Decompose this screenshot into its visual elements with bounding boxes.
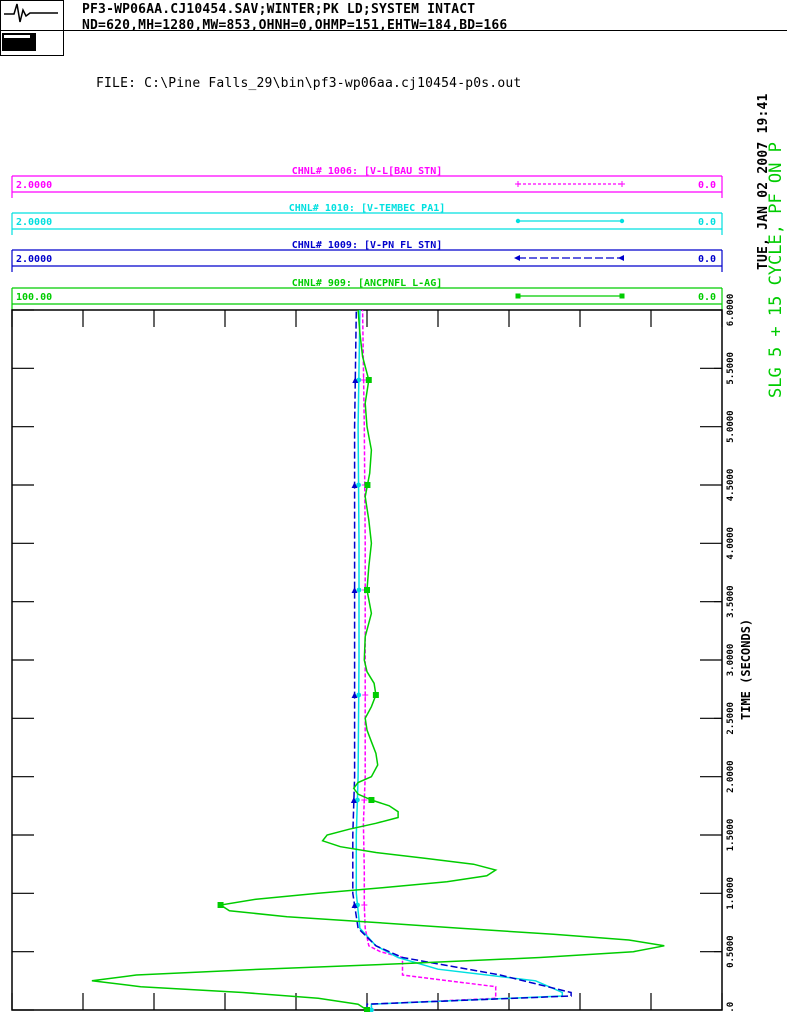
legend-scale-value: 2.0000 bbox=[16, 217, 52, 228]
time-tick-label: 4.0000 bbox=[726, 527, 736, 560]
data-point bbox=[356, 692, 362, 698]
data-point bbox=[351, 482, 358, 488]
legend-label: CHNL# 909: [ANCPNFL L-AG] bbox=[292, 278, 443, 289]
data-point bbox=[369, 1007, 374, 1012]
data-point bbox=[351, 692, 358, 698]
time-tick-label: 5.0000 bbox=[726, 410, 736, 443]
data-point bbox=[217, 902, 224, 908]
series-line bbox=[361, 309, 497, 1010]
time-tick-label: 1.0000 bbox=[726, 877, 736, 910]
legend-label: CHNL# 1010: [V-TEMBEC PA1] bbox=[289, 203, 446, 214]
data-point bbox=[356, 482, 361, 488]
data-point bbox=[352, 377, 359, 383]
legend-label: CHNL# 1006: [V-L[BAU STN] bbox=[292, 166, 443, 177]
data-point bbox=[355, 797, 360, 803]
data-point bbox=[351, 587, 358, 593]
time-tick-label: 2.0000 bbox=[726, 760, 736, 793]
data-point bbox=[356, 587, 362, 593]
legend-scale-value: 2.0000 bbox=[16, 180, 52, 191]
series-line bbox=[91, 309, 665, 1011]
legend-right-value: 0.0 bbox=[698, 292, 716, 303]
data-point bbox=[368, 797, 375, 803]
company-logo bbox=[0, 0, 787, 56]
time-tick-label: 0.0 bbox=[726, 1002, 736, 1012]
file-path: FILE: C:\Pine Falls_29\bin\pf3-wp06aa.cj… bbox=[96, 76, 522, 91]
data-point bbox=[372, 692, 379, 698]
waveform-icon bbox=[4, 3, 58, 23]
data-point bbox=[365, 377, 372, 383]
legend-marker bbox=[618, 255, 624, 261]
data-point bbox=[364, 587, 370, 593]
legend-marker bbox=[515, 218, 521, 224]
legend-scale-value: 2.0000 bbox=[16, 254, 52, 265]
time-tick-label: 3.5000 bbox=[726, 585, 736, 618]
legend-scale-value: 100.00 bbox=[16, 292, 52, 303]
legend-marker bbox=[515, 293, 521, 299]
series-line bbox=[355, 309, 564, 1010]
time-tick-label: 0.5000 bbox=[726, 935, 736, 968]
series-line bbox=[352, 309, 572, 1010]
legend-marker bbox=[514, 255, 520, 261]
time-tick-label: 5.5000 bbox=[726, 352, 736, 385]
time-tick-label: 2.5000 bbox=[726, 702, 736, 735]
legend-right-value: 0.0 bbox=[698, 217, 716, 228]
data-point bbox=[364, 482, 371, 488]
legend-marker bbox=[619, 218, 625, 224]
data-point bbox=[350, 797, 357, 803]
header-line2: ND=620,MH=1280,MW=853,OHNH=0,OHMP=151,EH… bbox=[82, 18, 508, 33]
data-point bbox=[356, 377, 362, 383]
data-point bbox=[351, 902, 358, 908]
legend-marker bbox=[619, 293, 625, 299]
header-line1: PF3-WP06AA.CJ10454.SAV;WINTER;PK LD;SYST… bbox=[82, 2, 476, 17]
time-tick-label: 3.0000 bbox=[726, 644, 736, 677]
time-tick-label: 6.0000 bbox=[726, 294, 736, 327]
legend-right-value: 0.0 bbox=[698, 180, 716, 191]
data-point bbox=[364, 1007, 370, 1012]
time-tick-label: 1.5000 bbox=[726, 819, 736, 852]
time-tick-label: 4.5000 bbox=[726, 469, 736, 502]
legend-label: CHNL# 1009: [V-PN FL STN] bbox=[292, 240, 443, 251]
legend-right-value: 0.0 bbox=[698, 254, 716, 265]
